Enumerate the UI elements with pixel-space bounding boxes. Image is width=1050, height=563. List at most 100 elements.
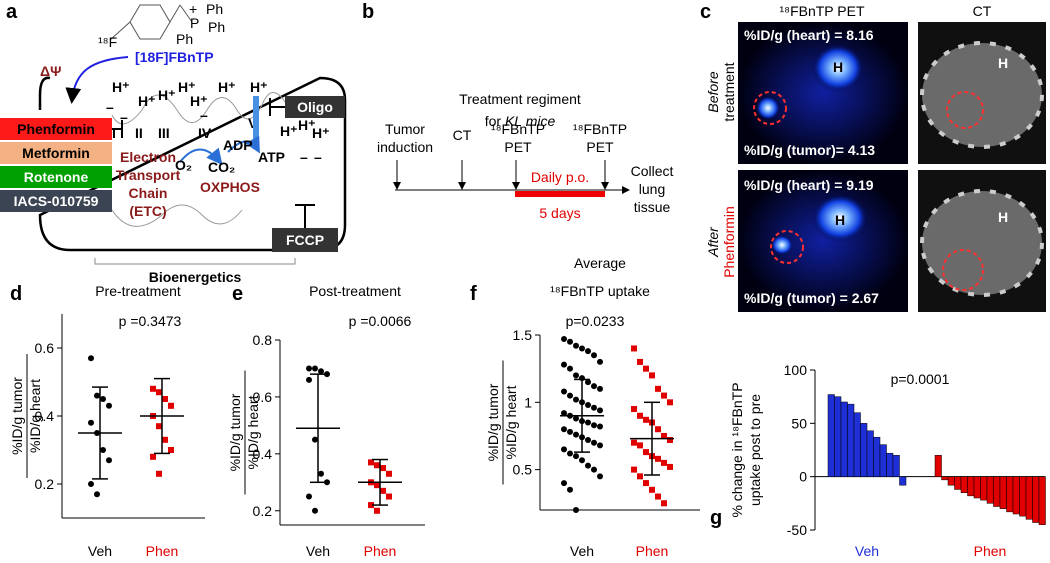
data-point [573, 453, 579, 460]
annotation: p =0.3473 [119, 313, 182, 329]
oxphos: OXPHOS [200, 179, 260, 195]
data-point [573, 431, 579, 438]
bar [866, 430, 874, 477]
bar [993, 476, 1001, 507]
tumor-uptake: %ID/g (tumor) = 2.67 [744, 290, 879, 306]
y-tick-label: 0 [799, 469, 807, 485]
data-point [150, 385, 156, 392]
bioenergetics: Bioenergetics [149, 269, 242, 285]
inhibitor-box [0, 142, 112, 164]
data-point [579, 345, 585, 352]
y-tick-label: 50 [791, 415, 807, 431]
data-point [585, 379, 591, 386]
bar [834, 396, 842, 477]
y-axis-label: %ID/g tumor [9, 377, 25, 455]
data-point [386, 493, 392, 500]
tumor-signal [771, 235, 793, 255]
data-point [380, 465, 386, 472]
compound: [18F]FBnTP [135, 49, 214, 65]
chart-title: Post-treatment [309, 283, 401, 299]
bar [840, 401, 848, 477]
data-point [306, 493, 312, 500]
reaction-arrow [227, 135, 260, 154]
x-tick-label: Phen [364, 543, 397, 559]
data-point [649, 372, 655, 379]
data-point [573, 507, 579, 513]
uptake-arrow [65, 56, 129, 104]
data-point [368, 459, 374, 466]
data-point [637, 412, 643, 419]
bar [873, 436, 881, 477]
data-point [567, 338, 573, 345]
data-point [312, 365, 318, 372]
data-point [667, 437, 673, 443]
data-point [561, 410, 567, 417]
data-point [386, 470, 392, 477]
data-point [655, 455, 661, 462]
minus: – [120, 109, 128, 125]
panel-a: a ¹⁸F P + Ph Ph Ph [18F]FBnTP ΔΨ H⁺ H⁺ H… [0, 1, 347, 285]
bar [954, 476, 962, 490]
data-point [585, 419, 591, 426]
x-tick-label: Veh [306, 543, 330, 559]
y-tick-label: 1 [524, 394, 532, 410]
data-point [643, 480, 649, 487]
data-point [573, 342, 579, 349]
bar [1025, 476, 1033, 520]
collect-label: tissue [634, 199, 671, 215]
fccp-box [272, 228, 338, 252]
tumor-circle [946, 91, 984, 129]
bar [886, 452, 894, 477]
y-axis-label: %ID/g heart [27, 379, 43, 453]
event-label: PET [504, 139, 532, 155]
ct-body [920, 189, 1044, 297]
y-axis-label: %ID/g heart [503, 385, 519, 459]
collect-label: lung [639, 181, 665, 197]
proton: H⁺ [250, 79, 268, 95]
data-point [585, 402, 591, 408]
data-point [597, 423, 603, 430]
data-point [156, 389, 162, 396]
data-point [380, 487, 386, 494]
bar [853, 412, 861, 477]
y-tick-label: 0.2 [253, 503, 273, 519]
row-label: treatment [721, 62, 737, 121]
ct-body [920, 41, 1044, 149]
data-point [88, 481, 94, 487]
proton: H⁺ [178, 79, 196, 95]
inhibitor: IACS-010759 [14, 193, 99, 209]
minus: – [106, 99, 114, 115]
y-axis-label: % change in ¹⁸FBnTP [729, 382, 745, 517]
data-point [661, 500, 667, 507]
bracket [94, 258, 296, 265]
bar [941, 476, 949, 481]
data-point [162, 396, 168, 402]
row-label: Phenformin [721, 206, 737, 278]
y-tick-label: 100 [784, 362, 808, 378]
panel-label: e [232, 283, 243, 305]
bond [179, 4, 193, 23]
data-point [637, 473, 643, 480]
co2: CO₂ [208, 159, 235, 175]
data-point [631, 406, 637, 413]
data-point [667, 463, 673, 470]
data-point [573, 396, 579, 403]
data-point [631, 345, 637, 352]
x-tick-label: Phen [636, 543, 669, 559]
panel-c: c ¹⁸FBnTP PET CT H %ID/g (heart) = 8.16 … [700, 1, 1046, 312]
oligo-box [285, 96, 345, 118]
data-point [637, 358, 643, 365]
data-point [567, 428, 573, 435]
data-point [324, 371, 330, 378]
event-label: PET [586, 139, 614, 155]
data-point [655, 426, 661, 433]
data-point [585, 348, 591, 355]
proton: H⁺ [298, 117, 316, 133]
data-point [597, 442, 603, 449]
heart-marker: H [998, 209, 1008, 225]
annotation: p=0.0233 [566, 313, 625, 329]
annotation: p =0.0066 [349, 313, 412, 329]
y-tick-label: 0.6 [35, 340, 55, 356]
regimen-title: Treatment regiment [459, 91, 581, 107]
